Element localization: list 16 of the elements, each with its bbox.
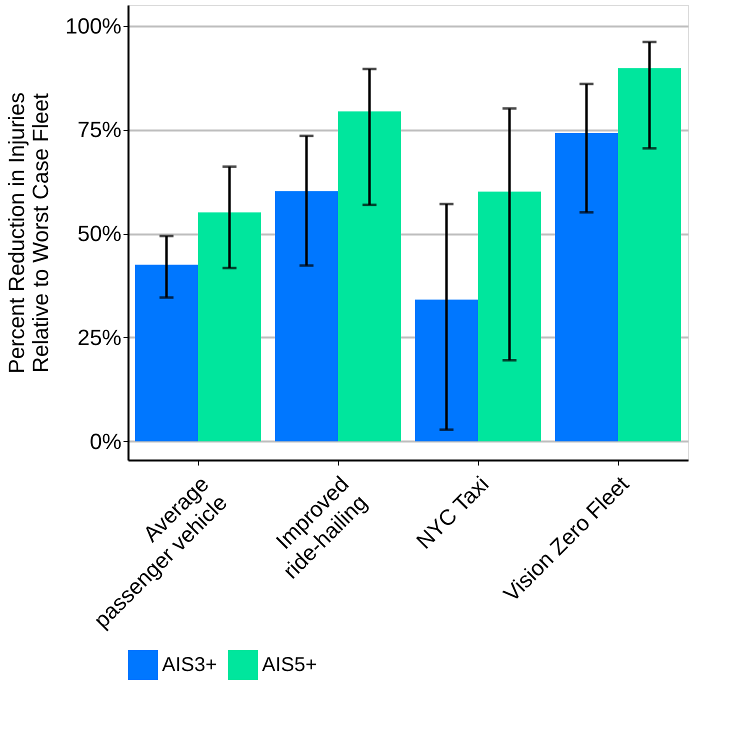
bar bbox=[618, 68, 681, 442]
y-tick-label: 100% bbox=[65, 13, 122, 38]
bar bbox=[478, 192, 541, 442]
bar bbox=[555, 132, 618, 442]
bar bbox=[338, 111, 401, 442]
legend-label: AIS5+ bbox=[262, 654, 318, 676]
y-axis-title: Percent Reduction in Injuries Relative to Worst Case Fleet bbox=[4, 92, 54, 374]
legend-label: AIS3+ bbox=[162, 654, 218, 676]
y-tick-label: 75% bbox=[77, 117, 122, 142]
bar bbox=[198, 212, 261, 442]
y-tick-label: 0% bbox=[90, 428, 122, 454]
bar bbox=[135, 264, 198, 442]
y-tick-label: 50% bbox=[77, 221, 122, 246]
bar bbox=[415, 300, 478, 442]
bar bbox=[275, 191, 338, 442]
y-tick-label: 25% bbox=[77, 324, 122, 350]
